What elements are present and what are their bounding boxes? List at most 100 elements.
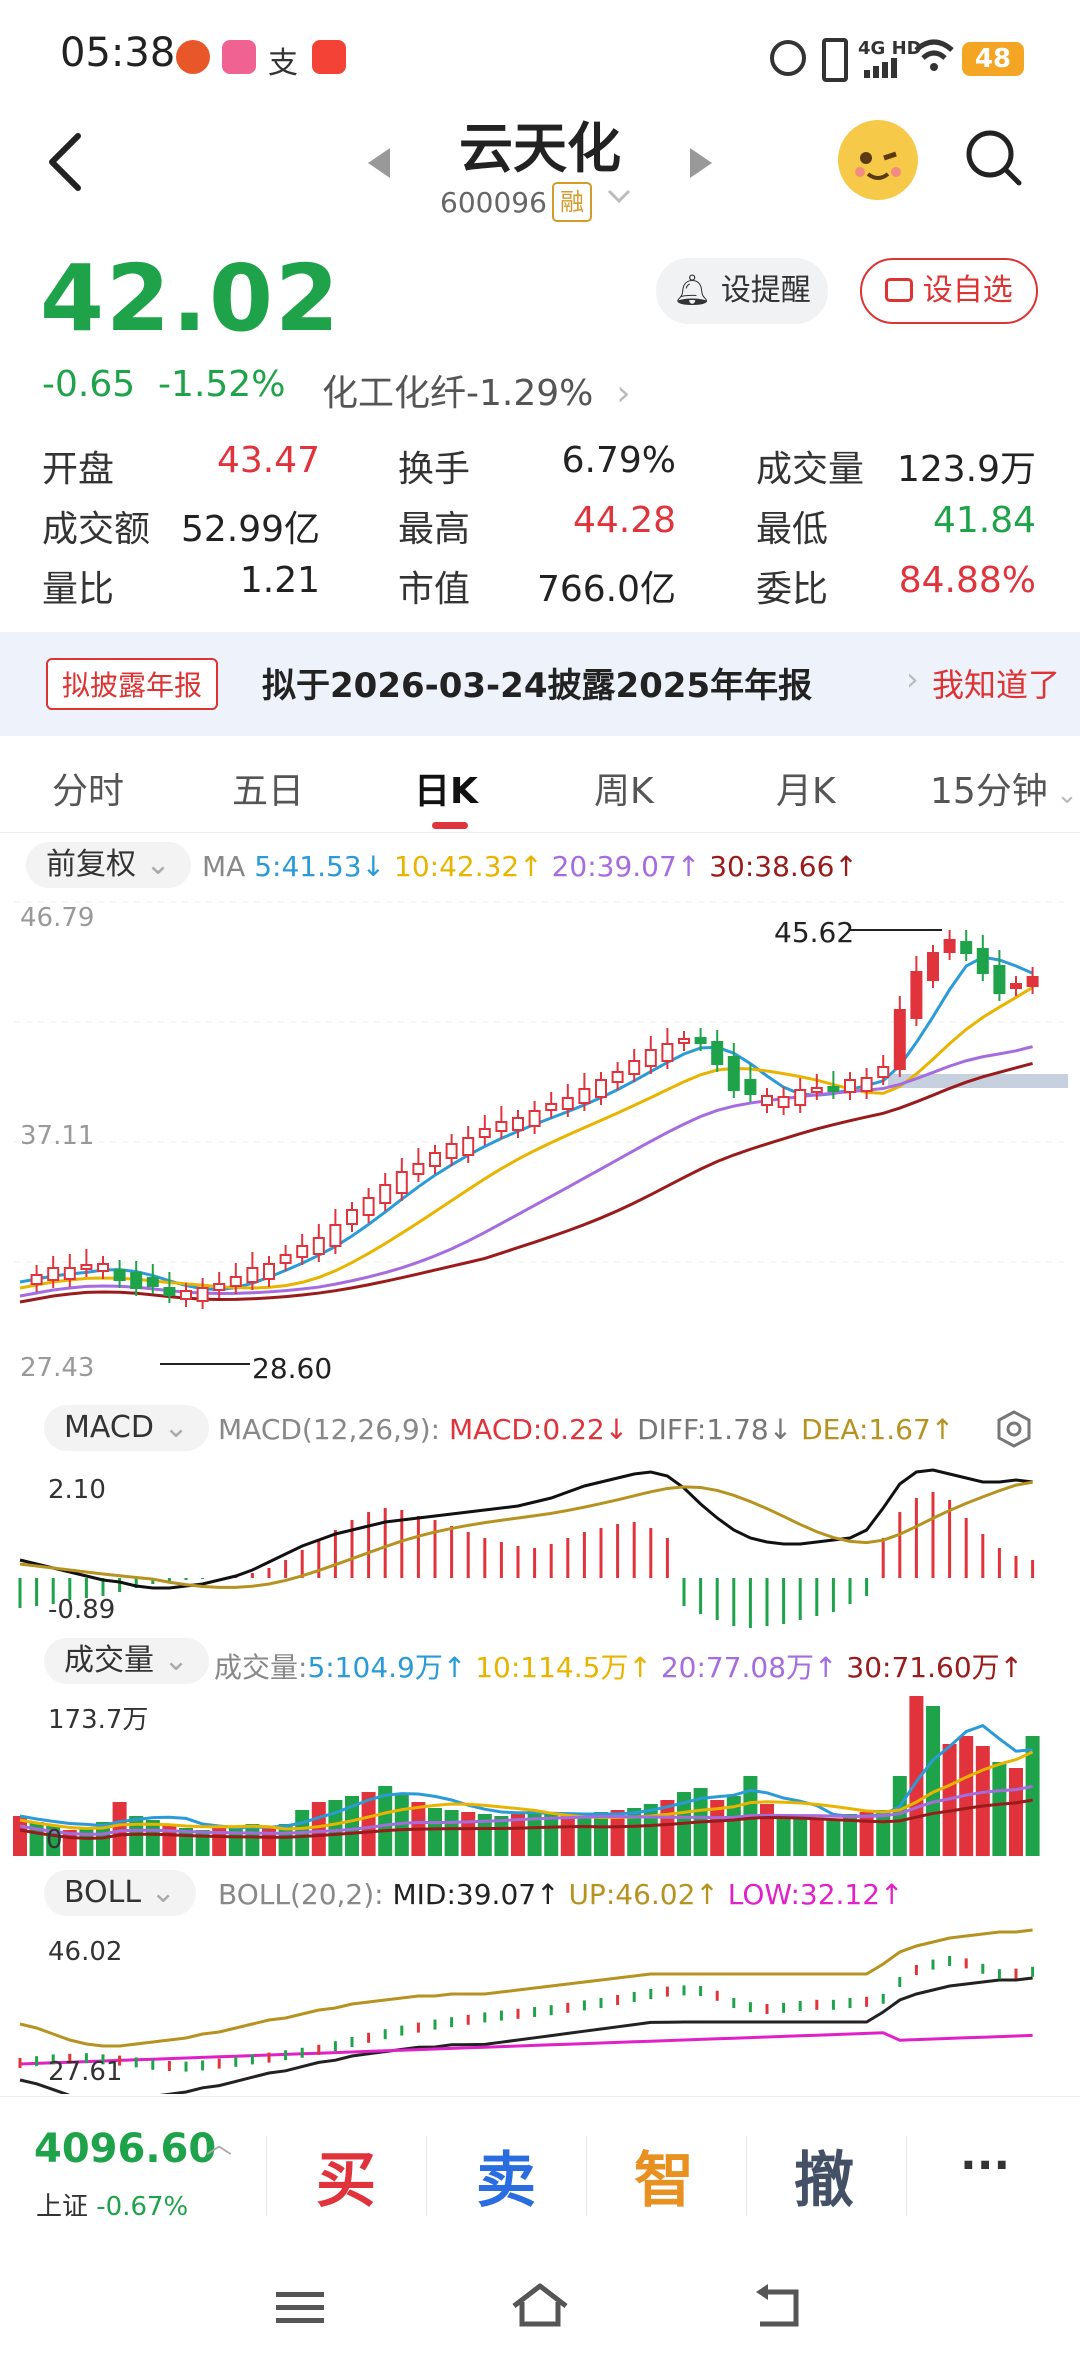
kline-candle: [379, 1184, 392, 1204]
macd-chart[interactable]: 2.10 -0.89: [0, 1458, 1080, 1634]
kline-candle: [678, 1038, 690, 1044]
back-nav-icon[interactable]: [752, 2284, 804, 2334]
divider: [906, 2136, 907, 2216]
kline-candle: [196, 1287, 209, 1302]
back-button[interactable]: [44, 132, 84, 196]
tab-monthly-k[interactable]: 月K: [776, 771, 836, 812]
prev-stock-button[interactable]: [366, 146, 392, 184]
divider: [426, 2136, 427, 2216]
kline-candle: [960, 941, 973, 954]
volume-bar: [129, 1816, 144, 1856]
volume-bar: [494, 1816, 509, 1856]
chat-dots-icon: [885, 278, 914, 302]
status-bar: 05:38 支 4G HD 48: [0, 0, 1080, 110]
home-icon[interactable]: [510, 2282, 570, 2334]
buy-button[interactable]: 买: [316, 2146, 376, 2216]
max-price-marker: 45.62: [774, 916, 854, 949]
volume-selector[interactable]: 成交量 ⌄: [44, 1638, 209, 1684]
sell-button[interactable]: 卖: [476, 2146, 536, 2216]
notice-ack-button[interactable]: 我知道了: [932, 666, 1061, 704]
stat-value: 1.21: [239, 560, 320, 601]
set-alert-button[interactable]: 🔔︎ 设提醒: [656, 258, 828, 324]
kline-candle: [512, 1117, 524, 1131]
volume-bar: [195, 1830, 210, 1856]
more-button[interactable]: ···: [960, 2140, 1011, 2191]
tab-five-day[interactable]: 五日: [232, 771, 305, 812]
kline-candle: [146, 1277, 159, 1287]
boll-chart[interactable]: 46.02 27.61: [0, 1924, 1080, 2094]
notice-tag: 拟披露年报: [46, 658, 219, 710]
volume-bar: [544, 1814, 559, 1856]
kline-candle: [910, 971, 923, 1019]
notice-text: 拟于2026-03-24披露2025年年报: [262, 666, 813, 706]
volume-bar: [262, 1828, 276, 1856]
bell-icon: 🔔︎: [673, 273, 712, 308]
volume-bar: [461, 1812, 476, 1856]
status-time: 05:38: [60, 30, 176, 76]
kline-candle: [976, 948, 989, 974]
kline-candle: [395, 1171, 408, 1194]
tab-indicator: [432, 822, 468, 829]
stock-name: 云天化: [459, 117, 621, 180]
index-value[interactable]: 4096.60: [34, 2126, 217, 2172]
volume-bar: [328, 1800, 343, 1856]
kline-candle: [362, 1197, 375, 1216]
kline-candle: [1010, 983, 1022, 989]
margin-badge: 融: [552, 182, 592, 222]
vibrate-icon: [822, 38, 848, 82]
kline-candle: [761, 1095, 773, 1106]
kline-candle: [893, 1009, 906, 1070]
kline-candle: [412, 1163, 425, 1175]
volume-bar: [378, 1786, 393, 1856]
alipay-icon: 支: [268, 46, 298, 81]
adjust-selector[interactable]: 前复权 ⌄: [26, 842, 191, 888]
settings-icon[interactable]: [996, 1410, 1032, 1452]
kline-candle: [595, 1079, 607, 1098]
sector-link[interactable]: 化工化纤-1.29% ›: [322, 373, 631, 414]
search-icon[interactable]: [964, 128, 1024, 192]
boll-selector[interactable]: BOLL ⌄: [44, 1870, 196, 1916]
cancel-order-button[interactable]: 撤: [794, 2146, 854, 2216]
volume-bar: [345, 1796, 359, 1856]
stat-value: 44.28: [572, 500, 676, 541]
stat-value: 766.0亿: [536, 569, 676, 610]
menu-icon[interactable]: [276, 2288, 324, 2332]
kline-chart[interactable]: 46.79 37.11 27.43 45.62 28.60: [0, 892, 1080, 1392]
volume-bar: [793, 1816, 808, 1856]
mascot-avatar[interactable]: [838, 120, 918, 200]
chevron-down-icon: ⌄: [1047, 780, 1078, 810]
kline-candle: [860, 1077, 873, 1092]
add-watchlist-button[interactable]: 设自选: [860, 258, 1038, 324]
disclosure-notice[interactable]: 拟披露年报 拟于2026-03-24披露2025年年报 › 我知道了: [0, 632, 1080, 736]
tab-weekly-k[interactable]: 周K: [594, 771, 654, 812]
chevron-down-icon: ⌄: [154, 1643, 189, 1678]
next-stock-button[interactable]: [688, 146, 714, 184]
chevron-up-icon[interactable]: ︿: [206, 2130, 233, 2160]
tab-intraday[interactable]: 分时: [52, 771, 125, 812]
smart-button[interactable]: 智: [634, 2146, 694, 2216]
battery-icon: 48: [962, 42, 1024, 76]
volume-chart[interactable]: 173.7万 0: [0, 1690, 1080, 1860]
min-price-marker: 28.60: [252, 1352, 332, 1385]
chevron-down-icon[interactable]: [606, 186, 632, 210]
kline-candle: [628, 1060, 641, 1075]
bottom-trade-bar: [0, 2096, 1080, 2267]
kline-candle: [495, 1121, 508, 1132]
macd-selector[interactable]: MACD ⌄: [44, 1405, 209, 1451]
volume-bar: [992, 1762, 1007, 1856]
volume-bar: [975, 1746, 990, 1856]
current-price: 42.02: [40, 245, 342, 352]
volume-bar: [710, 1800, 725, 1856]
kline-y-high: 46.79: [20, 903, 94, 933]
stat-value: 52.99亿: [180, 509, 320, 550]
kline-candle: [661, 1043, 674, 1062]
kline-candle: [296, 1245, 309, 1258]
kline-candle: [263, 1263, 275, 1280]
stat-label: 委比: [756, 569, 829, 610]
tab-15min[interactable]: 15分钟 ⌄: [930, 771, 1078, 812]
tab-daily-k[interactable]: 日K: [414, 771, 478, 812]
volume-y-low: 0: [46, 1825, 63, 1855]
volume-bar: [859, 1812, 874, 1856]
moving-average-line: [19, 1061, 1033, 1304]
kline-candle: [727, 1056, 740, 1091]
